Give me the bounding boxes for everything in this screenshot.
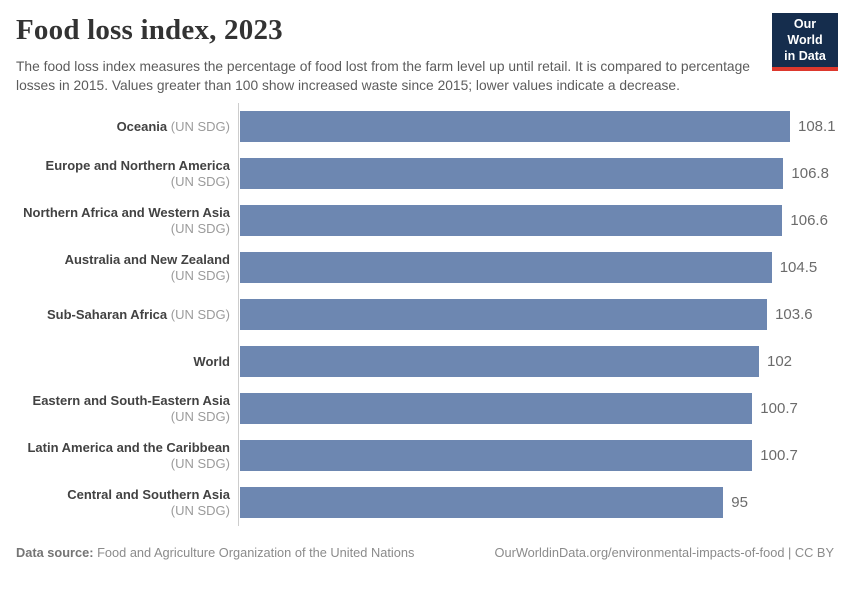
bar-cell: 103.6 (238, 299, 834, 330)
bar-cell: 104.5 (238, 252, 834, 283)
owid-logo[interactable]: Our World in Data (772, 13, 838, 71)
owid-logo-line2: in Data (784, 49, 826, 63)
credit-link[interactable]: OurWorldinData.org/environmental-impacts… (494, 545, 835, 560)
chart-subtitle: The food loss index measures the percent… (16, 59, 750, 93)
bar-chart: Oceania (UN SDG) 108.1 Europe and Northe… (16, 103, 836, 526)
bar (240, 111, 790, 142)
row-entity-qualifier: (UN SDG) (170, 408, 230, 424)
bar-value-label: 102 (767, 353, 793, 370)
row-entity-name: Europe and Northern America (45, 157, 230, 173)
bar (240, 440, 753, 471)
row-entity-qualifier: (UN SDG) (170, 220, 230, 236)
row-entity-name: World (193, 353, 230, 369)
bar-row: Sub-Saharan Africa (UN SDG) 103.6 (16, 291, 834, 338)
row-entity-qualifier: (UN SDG) (170, 173, 230, 189)
row-label: Northern Africa and Western Asia (UN SDG… (16, 205, 238, 237)
bar-chart-rows: Oceania (UN SDG) 108.1 Europe and Northe… (16, 103, 836, 526)
row-entity-qualifier: (UN SDG) (170, 118, 230, 134)
bar-cell: 100.7 (238, 440, 834, 471)
page-title: Food loss index, 2023 (16, 14, 283, 46)
bar (240, 346, 759, 377)
bar (240, 393, 753, 424)
row-entity-name: Eastern and South-Eastern Asia (32, 392, 230, 408)
bar-row: Europe and Northern America (UN SDG) 106… (16, 150, 834, 197)
bar-cell: 100.7 (238, 393, 834, 424)
row-entity-name: Oceania (116, 118, 168, 134)
bar-value-label: 106.8 (791, 165, 829, 182)
row-label: World (16, 354, 238, 370)
bar-cell: 108.1 (238, 111, 836, 142)
bar-row: Oceania (UN SDG) 108.1 (16, 103, 836, 150)
bar (240, 299, 768, 330)
bar (240, 158, 784, 189)
bar-value-label: 103.6 (775, 306, 813, 323)
bar (240, 487, 724, 518)
bar-value-label: 95 (731, 494, 748, 511)
row-entity-qualifier: (UN SDG) (170, 267, 230, 283)
bar (240, 205, 783, 236)
bar-row: World 102 (16, 338, 834, 385)
bar-row: Northern Africa and Western Asia (UN SDG… (16, 197, 834, 244)
row-entity-name: Latin America and the Caribbean (27, 439, 230, 455)
row-entity-qualifier: (UN SDG) (170, 306, 230, 322)
bar-row: Eastern and South-Eastern Asia (UN SDG) … (16, 385, 834, 432)
row-entity-name: Sub-Saharan Africa (46, 306, 168, 322)
row-entity-name: Central and Southern Asia (67, 486, 230, 502)
bar-value-label: 100.7 (760, 400, 798, 417)
y-axis-line (238, 103, 239, 526)
owid-logo-line1: Our World (787, 17, 823, 47)
chart-footer: Data source: Food and Agriculture Organi… (16, 544, 834, 561)
row-entity-name: Australia and New Zealand (64, 251, 230, 267)
data-source-text: Food and Agriculture Organization of the… (97, 545, 415, 560)
bar-cell: 102 (238, 346, 834, 377)
bar-row: Latin America and the Caribbean (UN SDG)… (16, 432, 834, 479)
data-source: Data source: Food and Agriculture Organi… (16, 544, 414, 561)
bar-row: Australia and New Zealand (UN SDG) 104.5 (16, 244, 834, 291)
row-entity-qualifier: (UN SDG) (170, 502, 230, 518)
row-label: Central and Southern Asia (UN SDG) (16, 487, 238, 519)
bar-value-label: 106.6 (790, 212, 828, 229)
bar-value-label: 100.7 (760, 447, 798, 464)
row-label: Latin America and the Caribbean (UN SDG) (16, 440, 238, 472)
data-source-label: Data source: (16, 545, 94, 560)
bar-cell: 106.8 (238, 158, 834, 189)
row-label: Europe and Northern America (UN SDG) (16, 158, 238, 190)
row-label: Australia and New Zealand (UN SDG) (16, 252, 238, 284)
bar-value-label: 108.1 (798, 118, 836, 135)
row-label: Eastern and South-Eastern Asia (UN SDG) (16, 393, 238, 425)
bar (240, 252, 772, 283)
bar-cell: 106.6 (238, 205, 834, 236)
row-label: Oceania (UN SDG) (16, 119, 238, 135)
bar-cell: 95 (238, 487, 834, 518)
row-entity-qualifier: (UN SDG) (170, 455, 230, 471)
row-label: Sub-Saharan Africa (UN SDG) (16, 307, 238, 323)
bar-value-label: 104.5 (779, 259, 818, 276)
bar-row: Central and Southern Asia (UN SDG) 95 (16, 479, 834, 526)
row-entity-name: Northern Africa and Western Asia (23, 204, 230, 220)
